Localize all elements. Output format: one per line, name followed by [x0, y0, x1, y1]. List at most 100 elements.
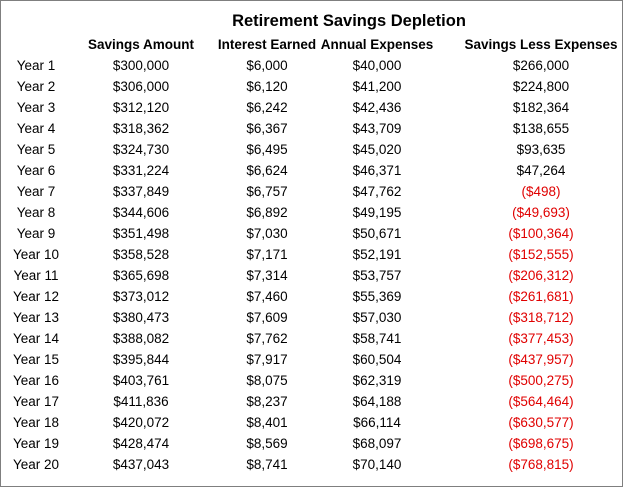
column-header: Savings Less Expenses	[464, 37, 618, 52]
cell-value: $420,072	[112, 415, 170, 430]
cell-value: $53,757	[352, 268, 402, 283]
cell-value: ($377,453)	[508, 331, 574, 346]
row-label: Year 8	[16, 205, 56, 220]
cell-value: $224,800	[512, 79, 570, 94]
row-label: Year 14	[12, 331, 60, 346]
row-label: Year 19	[12, 436, 60, 451]
cell-value: $8,741	[246, 457, 288, 472]
row-label: Year 1	[16, 58, 56, 73]
cell-value: $45,020	[352, 142, 402, 157]
cell-value: $395,844	[112, 352, 170, 367]
cell-value: $8,075	[246, 373, 288, 388]
cell-value: $138,655	[512, 121, 570, 136]
cell-value: $358,528	[112, 247, 170, 262]
cell-value: $373,012	[112, 289, 170, 304]
row-label: Year 9	[16, 226, 56, 241]
cell-value: $62,319	[352, 373, 402, 388]
row-label: Year 12	[12, 289, 60, 304]
cell-value: $324,730	[112, 142, 170, 157]
cell-value: $403,761	[112, 373, 170, 388]
cell-value: ($564,464)	[508, 394, 574, 409]
cell-value: $182,364	[512, 100, 570, 115]
row-label: Year 17	[12, 394, 60, 409]
cell-value: $6,000	[246, 58, 288, 73]
cell-value: $50,671	[352, 226, 402, 241]
cell-value: $7,460	[246, 289, 288, 304]
row-label: Year 15	[12, 352, 60, 367]
row-label: Year 2	[16, 79, 56, 94]
cell-value: $7,762	[246, 331, 288, 346]
cell-value: $52,191	[352, 247, 402, 262]
row-label: Year 13	[12, 310, 60, 325]
cell-value: $8,237	[246, 394, 288, 409]
cell-value: ($630,577)	[508, 415, 574, 430]
cell-value: $57,030	[352, 310, 402, 325]
cell-value: ($698,675)	[508, 436, 574, 451]
cell-value: $388,082	[112, 331, 170, 346]
cell-value: $411,836	[113, 394, 169, 409]
cell-value: $7,171	[246, 247, 288, 262]
cell-value: $7,030	[246, 226, 288, 241]
cell-value: $6,242	[246, 100, 288, 115]
cell-value: $306,000	[112, 79, 170, 94]
cell-value: $6,120	[246, 79, 288, 94]
row-label: Year 4	[16, 121, 56, 136]
cell-value: ($152,555)	[508, 247, 574, 262]
cell-value: $8,401	[246, 415, 288, 430]
cell-value: ($768,815)	[508, 457, 574, 472]
cell-value: $6,624	[246, 163, 288, 178]
cell-value: $365,698	[112, 268, 170, 283]
row-label: Year 3	[16, 100, 56, 115]
cell-value: $266,000	[512, 58, 570, 73]
cell-value: $331,224	[112, 163, 170, 178]
column-header: Interest Earned	[217, 37, 317, 52]
cell-value: $6,892	[246, 205, 288, 220]
cell-value: ($261,681)	[508, 289, 574, 304]
cell-value: $70,140	[352, 457, 402, 472]
cell-value: $437,043	[112, 457, 170, 472]
cell-value: ($437,957)	[508, 352, 574, 367]
cell-value: $93,635	[516, 142, 566, 157]
row-label: Year 20	[12, 457, 60, 472]
cell-value: $337,849	[112, 184, 170, 199]
cell-value: $6,757	[246, 184, 288, 199]
cell-value: $300,000	[112, 58, 170, 73]
cell-value: $351,498	[112, 226, 170, 241]
cell-value: $380,473	[112, 310, 170, 325]
cell-value: $6,367	[246, 121, 288, 136]
cell-value: $46,371	[352, 163, 402, 178]
cell-value: $7,314	[246, 268, 288, 283]
cell-value: $64,188	[352, 394, 402, 409]
cell-value: $7,917	[246, 352, 288, 367]
cell-value: ($500,275)	[508, 373, 574, 388]
cell-value: $47,264	[516, 163, 566, 178]
cell-value: ($49,693)	[512, 205, 570, 220]
table-title: Retirement Savings Depletion	[232, 12, 466, 30]
cell-value: $8,569	[246, 436, 288, 451]
cell-value: $318,362	[112, 121, 170, 136]
cell-value: $41,200	[352, 79, 402, 94]
cell-value: ($318,712)	[508, 310, 574, 325]
cell-value: $40,000	[352, 58, 402, 73]
cell-value: $66,114	[353, 415, 401, 430]
cell-value: $7,609	[246, 310, 288, 325]
cell-value: $55,369	[352, 289, 402, 304]
column-header: Annual Expenses	[320, 37, 434, 52]
cell-value: $428,474	[112, 436, 170, 451]
cell-value: $49,195	[352, 205, 402, 220]
row-label: Year 7	[16, 184, 56, 199]
cell-value: $58,741	[352, 331, 402, 346]
row-label: Year 10	[12, 247, 60, 262]
row-label: Year 18	[12, 415, 60, 430]
cell-value: $42,436	[352, 100, 402, 115]
cell-value: $47,762	[352, 184, 402, 199]
cell-value: ($100,364)	[508, 226, 574, 241]
cell-value: $344,606	[112, 205, 170, 220]
cell-value: $68,097	[352, 436, 402, 451]
cell-value: $6,495	[246, 142, 288, 157]
cell-value: ($206,312)	[508, 268, 574, 283]
cell-value: ($498)	[521, 184, 561, 199]
row-label: Year 5	[16, 142, 56, 157]
cell-value: $60,504	[352, 352, 402, 367]
